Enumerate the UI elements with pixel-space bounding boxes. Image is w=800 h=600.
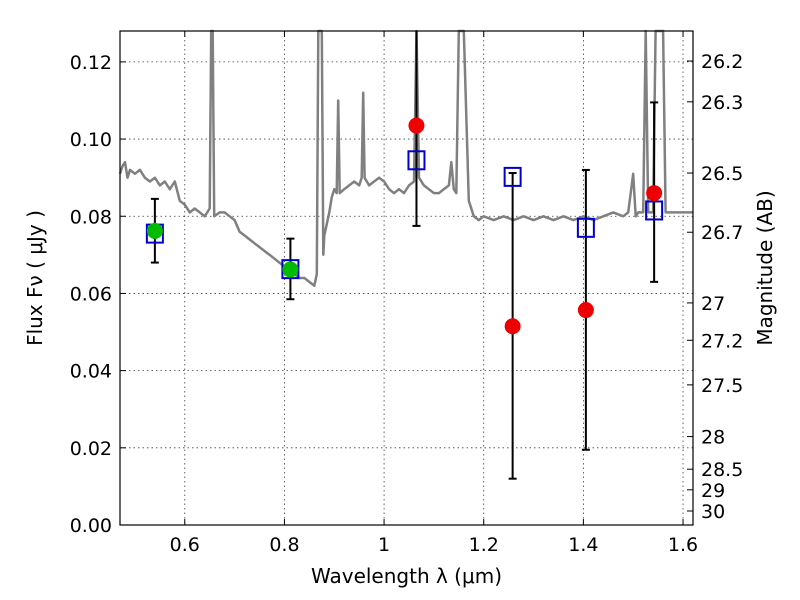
y-tick-label: 0.06 xyxy=(70,283,112,305)
plot-frame xyxy=(119,30,694,526)
y-tick-label: 0.00 xyxy=(70,515,112,537)
magnitude-tick-label: 30 xyxy=(701,501,725,523)
magnitude-tick-label: 29 xyxy=(701,480,725,502)
x-tick-label: 0.6 xyxy=(170,534,200,556)
x-tick-label: 1 xyxy=(378,534,390,556)
y-tick-label: 0.12 xyxy=(70,52,112,74)
model-photometry-marker xyxy=(407,150,426,171)
y-tick-label: 0.04 xyxy=(70,361,112,383)
observed-upper-limit-point xyxy=(504,318,521,335)
observed-detection-point xyxy=(282,261,299,278)
y-axis-title: Flux Fν ( μJy ) xyxy=(23,210,47,346)
observed-detection-point xyxy=(146,222,163,239)
magnitude-tick-label: 27 xyxy=(701,293,725,315)
x-tick-label: 0.8 xyxy=(269,534,299,556)
x-axis-title-text: Wavelength λ (μm) xyxy=(311,564,502,588)
errorbar-layer xyxy=(150,31,659,480)
magnitude-tick-label: 28.5 xyxy=(701,459,743,481)
magnitude-tick-label: 26.3 xyxy=(701,92,743,114)
magnitude-tick-label: 26.5 xyxy=(701,163,743,185)
grid-layer xyxy=(120,31,693,526)
y-tick-label: 0.08 xyxy=(70,206,112,228)
x-tick-label: 1.6 xyxy=(668,534,698,556)
model-photometry-marker xyxy=(576,217,595,238)
magnitude-axis-title: Magnitude (AB) xyxy=(753,190,777,345)
observed-upper-limit-point xyxy=(646,185,663,202)
marker-layer xyxy=(145,117,664,335)
model-sed-line xyxy=(118,29,693,287)
magnitude-tick-label: 26.7 xyxy=(701,222,743,244)
observed-upper-limit-point xyxy=(577,302,594,319)
x-axis-title: Wavelength λ (μm) xyxy=(311,564,502,588)
model-photometry-marker xyxy=(281,259,300,280)
tick-layer: 0.6 0.8 1 1.2 1.4 1.6 0.00 0.02 0.04 0.06 0.08 0.10… xyxy=(70,31,743,556)
model-layer xyxy=(118,29,693,287)
model-photometry-marker xyxy=(503,166,522,187)
y-tick-label: 0.10 xyxy=(70,129,112,151)
y-tick-label: 0.02 xyxy=(70,438,112,460)
magnitude-axis-title-text: Magnitude (AB) xyxy=(753,190,777,345)
observed-upper-limit-point xyxy=(408,117,425,134)
magnitude-tick-label: 26.2 xyxy=(701,51,743,73)
magnitude-tick-label: 28 xyxy=(701,427,725,449)
y-axis-title-text: Flux Fν ( μJy ) xyxy=(23,210,47,346)
x-tick-label: 1.4 xyxy=(568,534,598,556)
model-photometry-marker xyxy=(645,200,664,221)
magnitude-tick-label: 27.2 xyxy=(701,330,743,352)
magnitude-tick-label: 27.5 xyxy=(701,375,743,397)
x-tick-label: 1.2 xyxy=(469,534,499,556)
